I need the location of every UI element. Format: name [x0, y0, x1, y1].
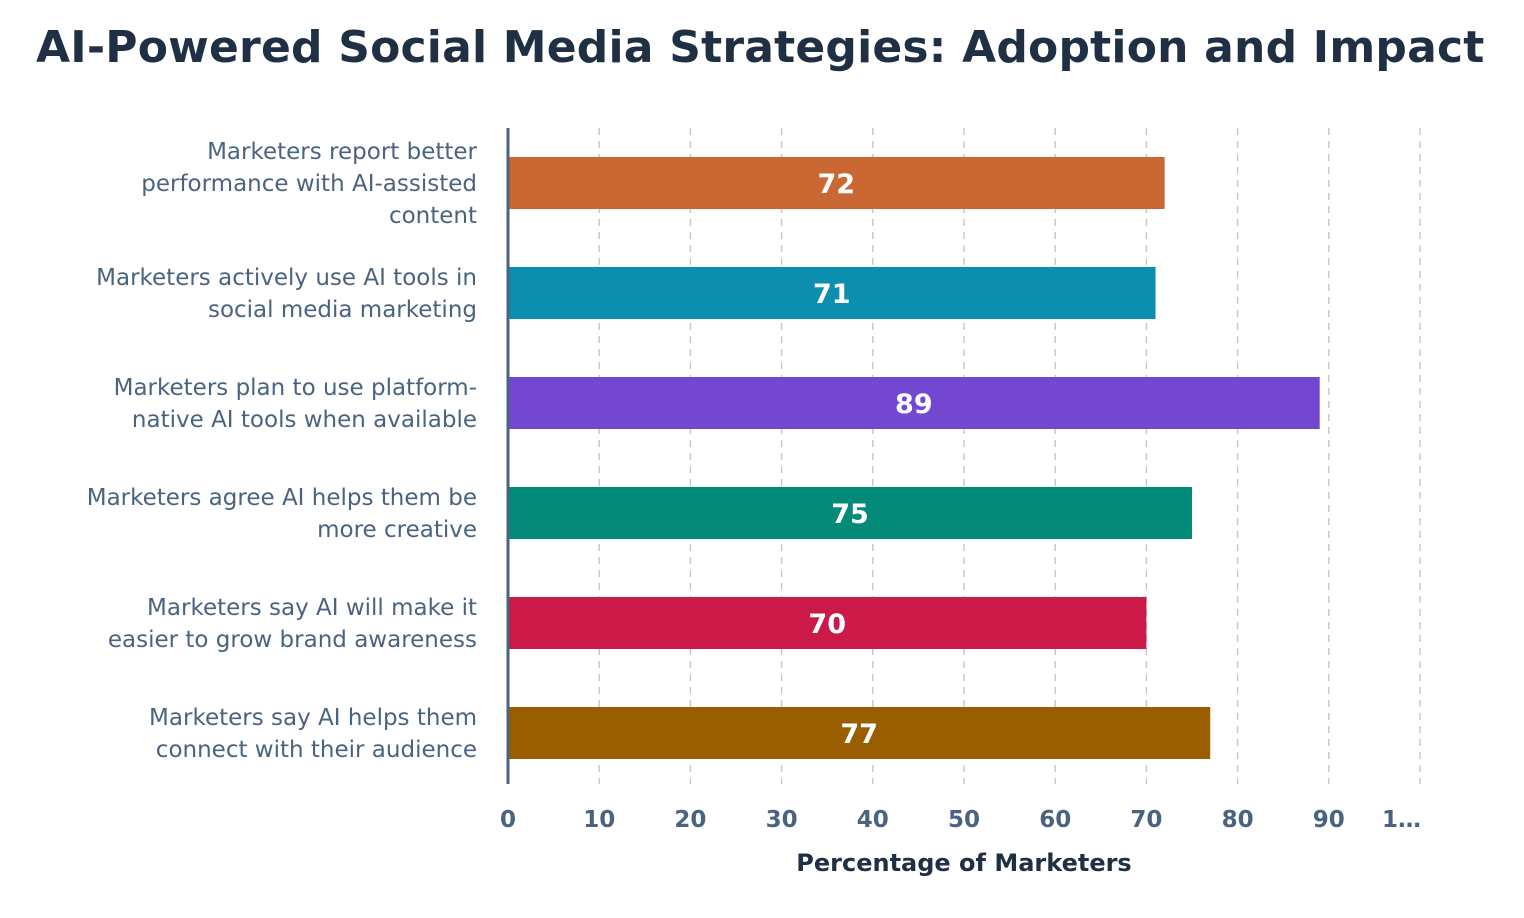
- bar-value-label: 72: [818, 169, 856, 200]
- x-tick-label: 90: [1313, 807, 1345, 833]
- x-tick-label: 60: [1039, 807, 1071, 833]
- category-label-line: connect with their audience: [156, 737, 477, 763]
- category-label-line: Marketers say AI will make it: [147, 595, 477, 621]
- bar-value-label: 77: [840, 719, 878, 750]
- category-label-line: Marketers say AI helps them: [149, 705, 477, 731]
- category-label-line: easier to grow brand awareness: [108, 627, 477, 653]
- x-tick-labels: 0 10 20 30 40 50 60 70 80 90 1…: [500, 807, 1421, 833]
- category-label: Marketers say AI will make it easier to g…: [108, 595, 477, 653]
- bar-value-label: 71: [813, 279, 851, 310]
- bar: [508, 707, 1211, 759]
- category-label-line: native AI tools when available: [132, 407, 477, 433]
- category-label-line: Marketers actively use AI tools in: [96, 265, 477, 291]
- category-label-line: Marketers plan to use platform-: [114, 375, 477, 401]
- x-tick-label: 40: [857, 807, 889, 833]
- category-label: Marketers actively use AI tools in social…: [96, 265, 477, 323]
- category-label: Marketers plan to use platform-native AI…: [114, 375, 477, 433]
- category-labels: Marketers report better performance with …: [87, 139, 478, 763]
- x-tick-label: 80: [1222, 807, 1254, 833]
- category-label: Marketers say AI helps them connect with …: [149, 705, 477, 763]
- category-label-line: Marketers agree AI helps them be: [87, 485, 477, 511]
- category-label-line: Marketers report better: [207, 139, 477, 165]
- category-label-line: content: [389, 203, 477, 229]
- bar-value-label: 70: [808, 609, 846, 640]
- bar-value-label: 89: [895, 389, 933, 420]
- bar: [508, 597, 1147, 649]
- x-tick-label: 70: [1130, 807, 1162, 833]
- x-tick-label: 0: [500, 807, 516, 833]
- bars: 72 71 89 75 70 77: [508, 157, 1320, 759]
- x-tick-label: 30: [766, 807, 798, 833]
- bar: [508, 267, 1156, 319]
- category-label: Marketers agree AI helps them be more cre…: [87, 485, 477, 543]
- chart-title: AI-Powered Social Media Strategies: Adop…: [36, 22, 1485, 73]
- bar-value-label: 75: [831, 499, 869, 530]
- category-label: Marketers report better performance with …: [141, 139, 477, 229]
- gridlines: [598, 128, 1421, 784]
- category-label-line: social media marketing: [208, 297, 477, 323]
- x-axis-title: Percentage of Marketers: [796, 849, 1131, 877]
- category-label-line: performance with AI-assisted: [141, 171, 477, 197]
- x-tick-label: 10: [583, 807, 615, 833]
- x-tick-label: 20: [674, 807, 706, 833]
- x-tick-label: 1…: [1382, 807, 1421, 833]
- category-label-line: more creative: [317, 517, 477, 543]
- bar: [508, 487, 1192, 539]
- bar: [508, 377, 1320, 429]
- bar: [508, 157, 1165, 209]
- x-tick-label: 50: [948, 807, 980, 833]
